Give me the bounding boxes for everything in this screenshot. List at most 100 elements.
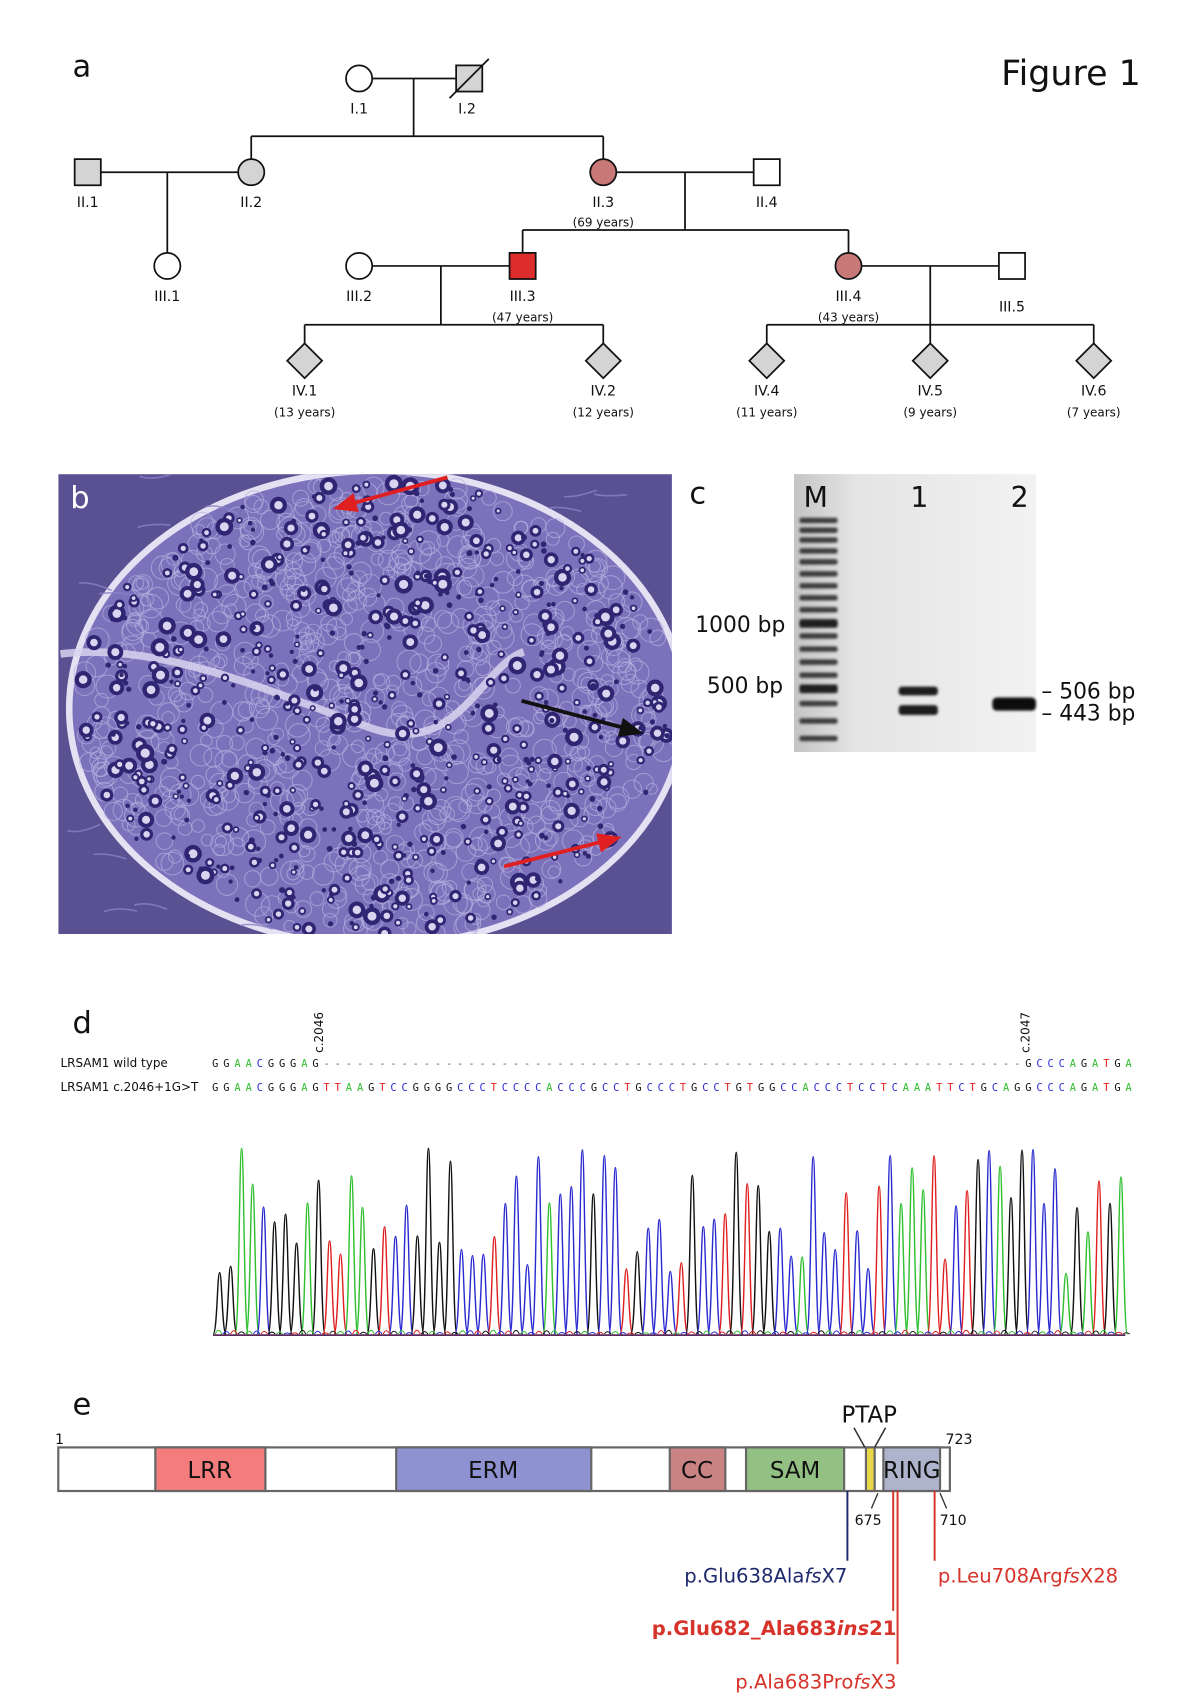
baseline-noise <box>909 1330 917 1335</box>
axon-lumen <box>164 570 170 576</box>
axon-lumen <box>529 638 534 643</box>
chromatogram-peak <box>1080 1231 1096 1335</box>
baseline-noise <box>779 1331 787 1335</box>
axon-lumen <box>314 759 321 766</box>
axon-myelin <box>411 786 417 793</box>
cell-outline <box>237 701 255 719</box>
sequence-base: A <box>246 1058 253 1070</box>
axon-lumen <box>312 801 319 807</box>
axon-lumen <box>339 673 344 678</box>
sequence-base: - <box>970 1058 976 1070</box>
axon-myelin <box>329 630 336 636</box>
axon-lumen <box>285 900 292 907</box>
mutation-text: p.Glu638Ala <box>684 1565 804 1588</box>
axon-lumen <box>117 713 125 722</box>
axon-myelin <box>250 624 256 631</box>
axon-lumen <box>382 577 388 583</box>
baseline-noise <box>787 1331 795 1335</box>
axon-lumen <box>351 706 358 713</box>
axon-lumen <box>198 683 203 688</box>
baseline-noise <box>809 1331 818 1335</box>
wild-type-row-label: LRSAM1 wild type <box>60 1056 167 1070</box>
cell-outline <box>547 865 561 879</box>
axon-myelin <box>273 811 278 817</box>
axon-lumen <box>371 613 380 621</box>
arrow-shaft <box>521 698 622 729</box>
axon-lumen <box>350 715 359 723</box>
axon-lumen <box>112 684 121 692</box>
cell-outline <box>562 667 576 682</box>
baseline-noise <box>474 1330 482 1335</box>
individual-IV-4: IV.4 (11 years) <box>736 342 797 419</box>
cell-outline <box>457 544 482 569</box>
chromatogram-peak <box>1003 1196 1019 1335</box>
sequence-base: T <box>1103 1058 1109 1070</box>
baseline-noise <box>619 1331 627 1335</box>
axon-myelin <box>589 795 596 802</box>
cell-outline <box>402 676 423 696</box>
sequence-base: C <box>791 1082 797 1094</box>
sequence-base: - <box>1003 1058 1009 1070</box>
sequence-base: - <box>992 1058 998 1070</box>
axon-lumen <box>563 791 567 796</box>
axon-lumen <box>230 771 240 781</box>
axon-myelin <box>247 520 253 526</box>
cell-outline <box>372 849 388 865</box>
axon-myelin <box>289 649 294 655</box>
baseline-noise <box>1107 1331 1115 1335</box>
baseline-noise <box>1023 1332 1031 1335</box>
axon-myelin <box>321 888 326 893</box>
chromatogram-peak <box>344 1175 359 1335</box>
cell-outline <box>541 639 556 655</box>
cell-outline <box>445 760 469 785</box>
axon-lumen <box>352 905 362 915</box>
axon-myelin <box>376 593 381 598</box>
sequence-base: G <box>1114 1082 1120 1094</box>
baseline-noise <box>611 1331 619 1335</box>
axon-lumen <box>254 816 259 820</box>
sequence-base: - <box>513 1058 519 1070</box>
sequence-base: C <box>702 1082 708 1094</box>
fibrous-streak <box>137 523 171 529</box>
baseline-noise <box>214 1329 223 1335</box>
individual-II-1: II.1 <box>73 158 102 211</box>
axon-myelin <box>527 781 533 787</box>
sequence-base: C <box>1059 1082 1065 1094</box>
sequence-base: - <box>691 1058 697 1070</box>
axon-lumen <box>442 655 447 660</box>
cell-outline <box>197 687 214 703</box>
baseline-noise <box>550 1330 558 1335</box>
baseline-noise <box>321 1332 329 1335</box>
axon-myelin <box>111 732 116 737</box>
axon-lumen <box>392 778 398 785</box>
cell-outline <box>300 640 315 655</box>
axon-lumen <box>228 571 237 580</box>
axon-myelin <box>383 622 389 628</box>
chromatogram-peak <box>992 1165 1008 1335</box>
axon-lumen <box>354 849 361 856</box>
axon-myelin <box>396 822 401 828</box>
axon-myelin <box>363 658 369 664</box>
axon-lumen <box>293 602 299 609</box>
chromatogram-peak <box>663 1270 678 1335</box>
cell-outline <box>292 489 310 507</box>
axon-lumen <box>266 917 271 922</box>
axon-lumen <box>147 777 151 781</box>
axon-lumen <box>193 688 198 694</box>
axon-lumen <box>550 757 559 766</box>
chromatogram-peak <box>289 1242 304 1335</box>
sequence-base: G <box>981 1082 987 1094</box>
axon-lumen <box>409 549 414 554</box>
cell-outline <box>540 806 559 825</box>
axon-lumen <box>236 613 241 618</box>
axon-lumen <box>487 799 492 804</box>
axon-lumen <box>287 524 295 532</box>
arrow-head <box>617 717 644 737</box>
axon-lumen <box>438 481 447 490</box>
sequence-base: A <box>301 1058 308 1070</box>
baseline-noise <box>1084 1330 1092 1335</box>
baseline-noise <box>817 1330 825 1335</box>
baseline-noise <box>970 1330 978 1335</box>
axon-myelin <box>385 771 390 777</box>
axon-lumen <box>365 503 372 510</box>
